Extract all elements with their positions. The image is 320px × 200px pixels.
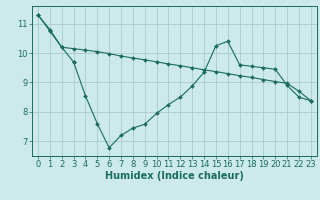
X-axis label: Humidex (Indice chaleur): Humidex (Indice chaleur): [105, 171, 244, 181]
